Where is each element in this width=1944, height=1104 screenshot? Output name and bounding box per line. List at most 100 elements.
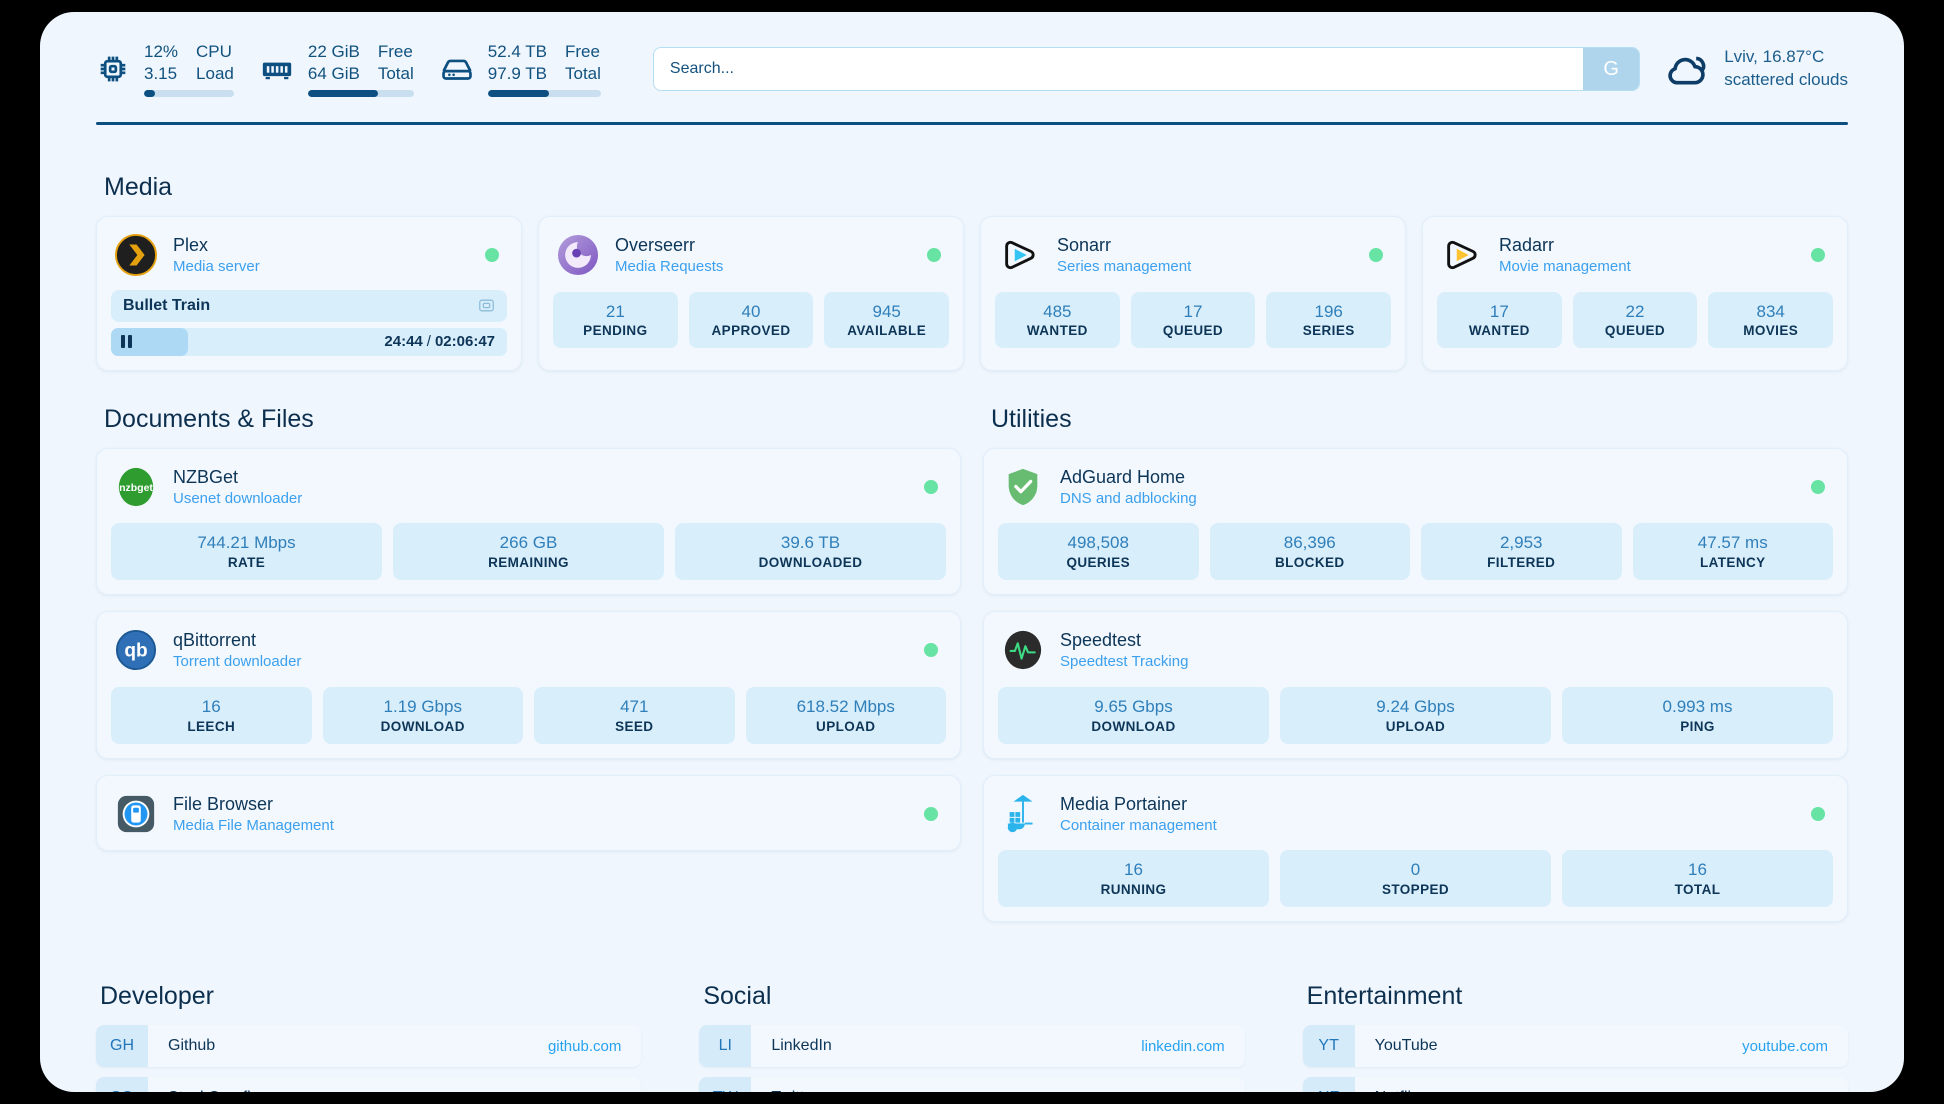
service-subtitle: Movie management <box>1499 258 1631 276</box>
bookmark-link[interactable]: NFNetflixnetflix.com <box>1302 1077 1848 1092</box>
service-stats-row: 17 WANTED 22 QUEUED 834 MOVIES <box>1437 291 1834 349</box>
bookmark-url: github.com <box>547 1037 622 1055</box>
stat-tile[interactable]: 86,396 BLOCKED <box>1209 523 1410 581</box>
system-stat-label-bottom: Total <box>377 63 414 83</box>
bookmark-badge: TW <box>699 1077 752 1092</box>
stat-tile[interactable]: 266 GB REMAINING <box>393 523 664 581</box>
stat-tile[interactable]: 16 RUNNING <box>998 850 1269 907</box>
service-stats-row: 485 WANTED 17 QUEUED 196 SERIES <box>995 291 1392 349</box>
stat-tile[interactable]: 744.21 Mbps RATE <box>111 523 382 581</box>
stat-tile[interactable]: 0.993 ms PING <box>1562 686 1833 744</box>
playback-time: 24:44/02:06:47 <box>384 333 495 350</box>
bookmark-url: stackoverflow.com <box>499 1077 642 1093</box>
sonarr-icon <box>999 234 1041 276</box>
bookmark-link[interactable]: GH Github github.com <box>96 1025 642 1067</box>
service-card-header: Plex Media server <box>111 231 507 278</box>
search-submit-button[interactable]: G <box>1583 48 1640 90</box>
service-card-header: Sonarr Series management <box>995 231 1391 278</box>
playback-progress-bar[interactable]: 24:44/02:06:47 <box>111 327 507 356</box>
stat-tile[interactable]: 485 WANTED <box>995 291 1120 349</box>
status-indicator-dot <box>1811 806 1825 821</box>
stat-label: QUEUED <box>1162 323 1224 339</box>
search-input[interactable] <box>653 48 1584 90</box>
playback-duration: 02:06:47 <box>434 333 495 351</box>
bookmark-link[interactable]: SOStackOverflowstackoverflow.com <box>96 1077 642 1093</box>
stat-tile[interactable]: 21 PENDING <box>553 291 678 349</box>
stat-tile[interactable]: 0 STOPPED <box>1280 850 1551 907</box>
stat-tile[interactable]: 16 TOTAL <box>1562 850 1833 907</box>
service-stats-row: 498,508 QUERIES 86,396 BLOCKED 2,953 FILTERED… <box>998 523 1833 581</box>
bookmark-group: Entertainment YT YouTube youtube.com NFNetfl… <box>1302 982 1848 1092</box>
stat-tile[interactable]: 834 MOVIES <box>1708 291 1834 349</box>
stat-value: 17 <box>1489 301 1509 321</box>
service-card[interactable]: qb qBittorrent Torrent downloader 16 LEECH 1.… <box>96 611 961 759</box>
utilities-card-stack: AdGuard Home DNS and adblocking 498,508 QUE… <box>983 447 1848 922</box>
header-bar: 12% 3.15 CPU Load 22 GiB 64 GiB Free Total 52.4 … <box>40 12 1904 100</box>
service-card-header: Overseerr Media Requests <box>553 231 949 278</box>
stat-tile[interactable]: 9.65 Gbps DOWNLOAD <box>998 686 1269 744</box>
cast-icon[interactable] <box>478 297 495 314</box>
system-stat-progress <box>307 89 414 97</box>
service-card[interactable]: Plex Media server Bullet Train 24:44/02:06:… <box>96 216 522 371</box>
stat-tile[interactable]: 9.24 Gbps UPLOAD <box>1280 686 1551 744</box>
stat-tile[interactable]: 1.19 Gbps DOWNLOAD <box>322 686 523 744</box>
service-card[interactable]: Media Portainer Container management 16 RUN… <box>983 774 1848 922</box>
service-subtitle: Torrent downloader <box>173 653 302 671</box>
bookmark-link[interactable]: TWTwittertwitter.com <box>699 1077 1245 1092</box>
now-playing-title: Bullet Train <box>123 296 211 314</box>
filebrowser-icon <box>115 793 157 835</box>
service-name: Overseerr <box>615 235 696 255</box>
service-card[interactable]: nzbget NZBGet Usenet downloader 744.21 Mbps… <box>96 447 961 596</box>
bookmark-name: Twitter <box>751 1077 1153 1092</box>
stat-tile[interactable]: 196 SERIES <box>1266 291 1392 349</box>
bookmark-badge: NF <box>1302 1077 1355 1092</box>
stat-value: 86,396 <box>1283 533 1336 553</box>
memory-icon <box>260 52 294 86</box>
pause-icon[interactable] <box>121 335 132 349</box>
service-card[interactable]: Speedtest Speedtest Tracking 9.65 Gbps DOWN… <box>983 611 1848 759</box>
stat-value: 618.52 Mbps <box>796 696 895 716</box>
bookmark-badge: SO <box>96 1077 148 1092</box>
stat-tile[interactable]: 2,953 FILTERED <box>1421 523 1622 581</box>
service-card[interactable]: AdGuard Home DNS and adblocking 498,508 QUE… <box>983 447 1848 596</box>
stat-label: QUERIES <box>1066 555 1131 571</box>
stat-value: 498,508 <box>1067 533 1129 553</box>
stat-tile[interactable]: 17 QUEUED <box>1130 291 1256 349</box>
stat-tile[interactable]: 40 APPROVED <box>688 291 814 349</box>
svg-text:qb: qb <box>124 641 147 662</box>
bookmark-link[interactable]: LI LinkedIn linkedin.com <box>699 1025 1245 1067</box>
stat-label: DOWNLOAD <box>380 718 465 734</box>
bookmark-name: StackOverflow <box>148 1077 499 1092</box>
stat-tile[interactable]: 471 SEED <box>534 686 735 744</box>
bookmark-name: Netflix <box>1355 1077 1757 1092</box>
stat-value: 16 <box>1124 860 1143 880</box>
bookmark-badge: LI <box>699 1025 752 1067</box>
stat-tile[interactable]: 47.57 ms LATENCY <box>1632 523 1833 581</box>
service-card-header: Media Portainer Container management <box>998 790 1833 837</box>
status-indicator-dot <box>1811 479 1825 494</box>
stat-tile[interactable]: 16 LEECH <box>111 686 312 744</box>
search-bar[interactable]: G <box>652 47 1641 91</box>
service-card[interactable]: File Browser Media File Management <box>96 774 961 852</box>
cloud-icon <box>1666 49 1710 89</box>
bookmark-group-title: Developer <box>100 982 214 1010</box>
service-card[interactable]: Sonarr Series management 485 WANTED 17 QUEUED… <box>980 216 1406 371</box>
stat-tile[interactable]: 17 WANTED <box>1437 291 1562 349</box>
service-subtitle: DNS and adblocking <box>1060 489 1197 507</box>
stat-tile[interactable]: 498,508 QUERIES <box>998 523 1199 581</box>
stat-tile[interactable]: 618.52 Mbps UPLOAD <box>745 686 946 744</box>
bookmark-url: youtube.com <box>1742 1037 1828 1055</box>
stat-tile[interactable]: 39.6 TB DOWNLOADED <box>675 523 946 581</box>
stat-value: 17 <box>1183 301 1203 321</box>
stat-label: AVAILABLE <box>847 323 927 339</box>
bookmark-link[interactable]: YT YouTube youtube.com <box>1302 1025 1848 1067</box>
service-card[interactable]: Overseerr Media Requests 21 PENDING 40 APPROV… <box>538 216 964 371</box>
stat-tile[interactable]: 945 AVAILABLE <box>824 291 950 349</box>
status-indicator-dot <box>924 643 938 658</box>
system-stat-value-top: 12% <box>144 42 179 62</box>
stat-value: 47.57 ms <box>1697 533 1768 553</box>
stat-tile[interactable]: 22 QUEUED <box>1572 291 1698 349</box>
section-title-documents: Documents & Files <box>104 404 314 433</box>
svg-text:nzbget: nzbget <box>119 482 153 494</box>
service-card[interactable]: Radarr Movie management 17 WANTED 22 QUEUED 83… <box>1422 216 1848 371</box>
